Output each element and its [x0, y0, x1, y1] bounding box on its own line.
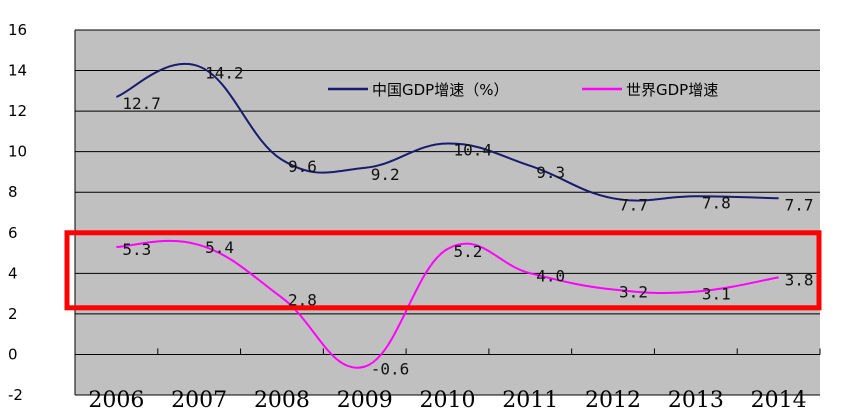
data-label: 10.4 [454, 141, 493, 160]
data-label: 14.2 [205, 64, 244, 83]
y-tick-labels: 16 14 12 10 8 6 4 2 0 -2 [8, 21, 27, 404]
y-tick-label: 12 [8, 102, 27, 120]
data-label: 9.2 [371, 165, 400, 184]
y-tick-label: 4 [8, 264, 18, 282]
data-label: 5.2 [454, 242, 483, 261]
x-tick-label: 2010 [420, 388, 476, 412]
plot-background [75, 30, 820, 395]
data-label: 5.3 [122, 240, 151, 259]
legend: 中国GDP增速（%） 世界GDP增速 [328, 81, 718, 99]
x-tick-label: 2011 [502, 388, 558, 412]
x-tick-label: 2012 [585, 388, 641, 412]
data-label: 3.8 [785, 270, 814, 289]
data-label: 4.0 [536, 266, 565, 285]
data-label: 7.8 [702, 193, 731, 212]
data-label: 5.4 [205, 238, 234, 257]
x-tick-label: 2007 [171, 388, 227, 412]
y-tick-label: 10 [8, 143, 27, 161]
x-tick-label: 2013 [668, 388, 724, 412]
legend-label-china: 中国GDP增速（%） [372, 81, 508, 99]
data-label: 9.6 [288, 157, 317, 176]
highlight-box [64, 230, 822, 311]
y-tick-label: 0 [8, 345, 18, 363]
axes [74, 30, 821, 395]
x-tick-labels: 2006 2007 2008 2009 2010 2011 2012 2013 2014 [88, 388, 806, 412]
y-tick-label: 2 [8, 305, 18, 323]
data-label: 3.1 [702, 285, 731, 304]
data-label: 3.2 [619, 283, 648, 302]
series-lines [116, 63, 779, 369]
x-tick-label: 2008 [254, 388, 310, 412]
series-line-world [116, 239, 779, 369]
y-tick-label: -2 [8, 386, 23, 404]
data-label: 2.8 [288, 291, 317, 310]
series-line-china [116, 63, 779, 202]
data-label: -0.6 [371, 360, 410, 379]
y-tick-label: 6 [8, 224, 18, 242]
y-tick-label: 8 [8, 183, 18, 201]
grid-lines [75, 29, 820, 396]
data-label: 7.7 [619, 195, 648, 214]
data-labels: 12.7 14.2 9.6 9.2 10.4 9.3 7.7 7.8 7.7 5.3 5.4 2.8 -… [122, 64, 813, 379]
x-tick-label: 2009 [337, 388, 393, 412]
legend-label-world: 世界GDP增速 [626, 81, 718, 99]
data-label: 9.3 [536, 163, 565, 182]
data-label: 12.7 [122, 94, 161, 113]
y-tick-label: 14 [8, 62, 27, 80]
x-tick-label: 2006 [88, 388, 144, 412]
data-label: 7.7 [785, 195, 814, 214]
x-tick-label: 2014 [751, 388, 807, 412]
y-tick-label: 16 [8, 21, 27, 39]
